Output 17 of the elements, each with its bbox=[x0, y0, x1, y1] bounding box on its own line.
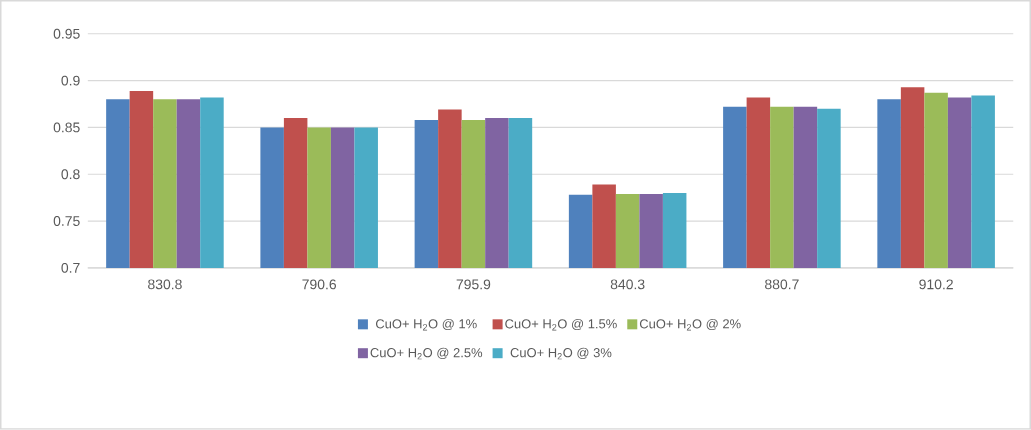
legend-label: CuO+ H$_{2}$O @ 1.5% bbox=[505, 319, 617, 331]
y-tick-label: 0.8 bbox=[61, 169, 80, 180]
x-tick-label: 790.6 bbox=[302, 279, 336, 290]
x-tick-label: 795.9 bbox=[456, 279, 491, 290]
y-tick-label: 0.9 bbox=[61, 75, 80, 86]
legend-label: CuO+ H$_{2}$O @ 3% bbox=[510, 347, 612, 360]
legend-label: CuO+ H$_{2}$O @ 2% bbox=[639, 319, 741, 331]
legend-label: CuO+ H$_{2}$O @ 1% bbox=[375, 319, 477, 331]
y-tick-label: 0.7 bbox=[61, 263, 80, 273]
x-tick-label: 830.8 bbox=[148, 279, 182, 290]
legend-label: CuO+ H$_{2}$O @ 2.5% bbox=[370, 347, 483, 360]
y-tick-label: 0.95 bbox=[53, 28, 80, 39]
x-tick-label: 840.3 bbox=[610, 279, 645, 290]
y-tick-label: 0.85 bbox=[53, 122, 80, 133]
x-tick-label: 880.7 bbox=[765, 279, 799, 290]
x-tick-label: 910.2 bbox=[919, 279, 953, 290]
y-tick-label: 0.75 bbox=[53, 216, 80, 227]
